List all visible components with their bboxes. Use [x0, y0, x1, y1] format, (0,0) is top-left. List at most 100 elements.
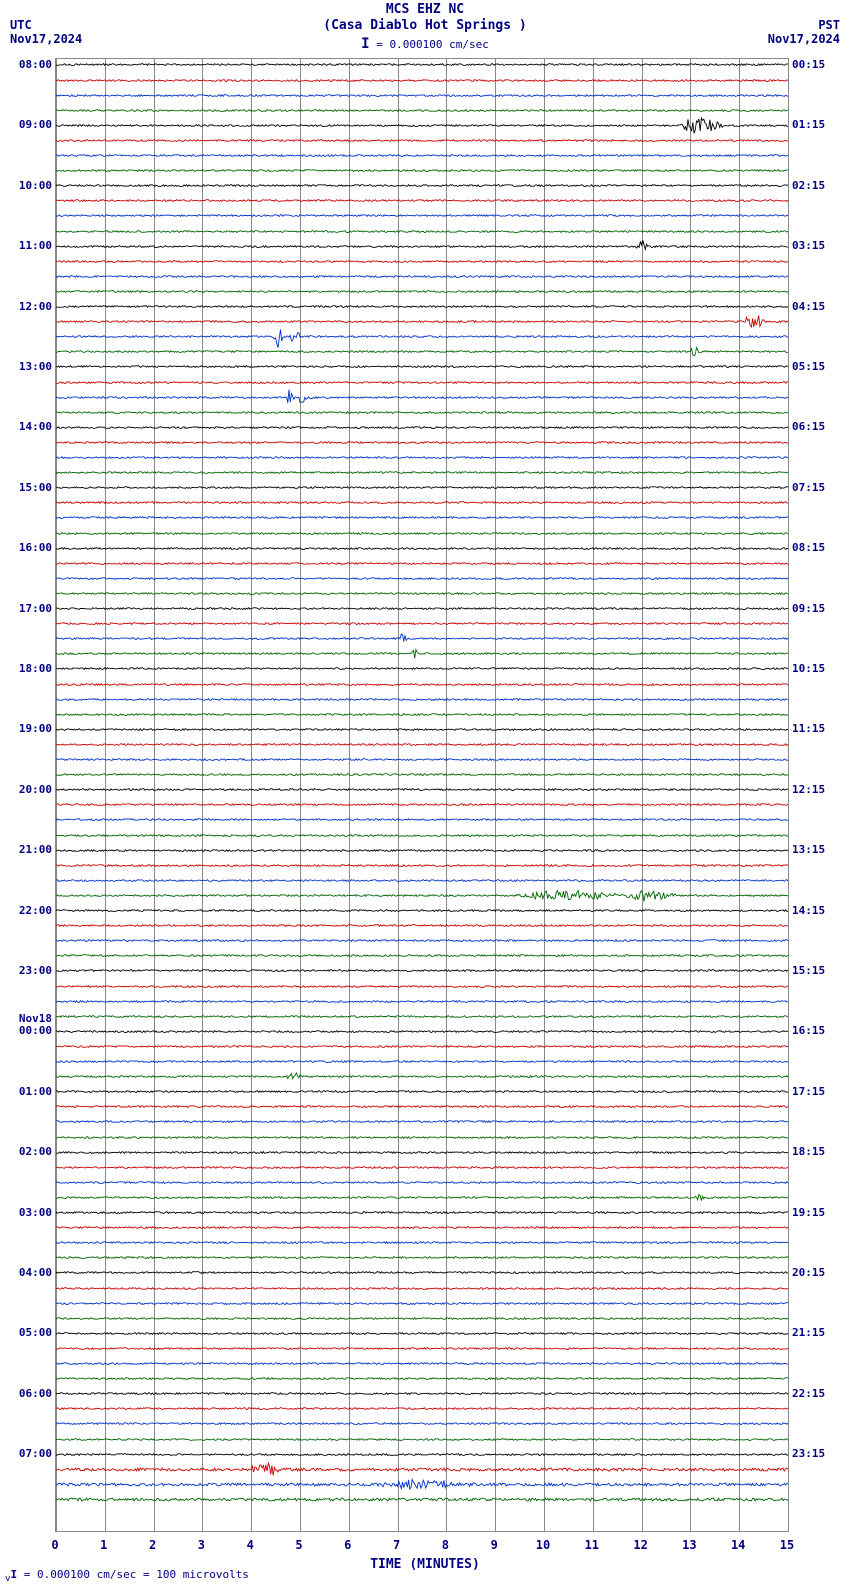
utc-hour-label: 19:00 — [2, 722, 52, 735]
utc-hour-label: 07:00 — [2, 1447, 52, 1460]
right-date: Nov17,2024 — [768, 32, 840, 46]
seismic-trace — [56, 239, 788, 254]
seismic-trace — [56, 1371, 788, 1386]
seismic-trace — [56, 269, 788, 284]
x-tick-label: 3 — [198, 1538, 205, 1552]
pst-hour-label: 01:15 — [792, 118, 842, 131]
gridline — [788, 59, 789, 1531]
seismic-trace — [56, 918, 788, 933]
left-timezone: UTC — [10, 18, 32, 32]
seismic-trace — [56, 933, 788, 948]
seismic-trace — [56, 1099, 788, 1114]
pst-hour-label: 10:15 — [792, 662, 842, 675]
seismic-trace — [56, 103, 788, 118]
seismic-trace — [56, 1265, 788, 1280]
utc-hour-label: 00:00 — [2, 1024, 52, 1037]
seismic-trace — [56, 601, 788, 616]
seismic-trace — [56, 390, 788, 405]
seismic-trace — [56, 1281, 788, 1296]
seismic-trace — [56, 1326, 788, 1341]
utc-hour-label: 12:00 — [2, 300, 52, 313]
pst-hour-label: 04:15 — [792, 300, 842, 313]
seismic-trace — [56, 1024, 788, 1039]
utc-hour-label: 02:00 — [2, 1145, 52, 1158]
seismic-trace — [56, 224, 788, 239]
seismic-trace — [56, 208, 788, 223]
seismic-trace — [56, 344, 788, 359]
seismic-trace — [56, 510, 788, 525]
scale-bar-icon: I — [361, 36, 369, 52]
seismic-trace — [56, 1190, 788, 1205]
seismic-trace — [56, 1009, 788, 1024]
pst-hour-label: 22:15 — [792, 1387, 842, 1400]
utc-hour-label: 01:00 — [2, 1085, 52, 1098]
x-tick-label: 10 — [536, 1538, 550, 1552]
station-subtitle: (Casa Diablo Hot Springs ) — [0, 18, 850, 33]
seismic-trace — [56, 1205, 788, 1220]
utc-hour-label: 18:00 — [2, 662, 52, 675]
pst-hour-label: 16:15 — [792, 1024, 842, 1037]
seismic-trace — [56, 616, 788, 631]
utc-hour-label: 14:00 — [2, 420, 52, 433]
seismic-trace — [56, 556, 788, 571]
utc-hour-label: 13:00 — [2, 360, 52, 373]
seismic-trace — [56, 888, 788, 903]
seismic-trace — [56, 73, 788, 88]
seismic-trace — [56, 1401, 788, 1416]
x-tick-label: 4 — [247, 1538, 254, 1552]
station-title: MCS EHZ NC — [0, 2, 850, 17]
utc-date-marker: Nov18 — [2, 1012, 52, 1025]
seismic-trace — [56, 1447, 788, 1462]
x-tick-label: 5 — [295, 1538, 302, 1552]
utc-hour-label: 05:00 — [2, 1326, 52, 1339]
pst-hour-label: 14:15 — [792, 904, 842, 917]
utc-hour-label: 23:00 — [2, 964, 52, 977]
seismic-trace — [56, 843, 788, 858]
pst-hour-label: 17:15 — [792, 1085, 842, 1098]
seismic-trace — [56, 1341, 788, 1356]
seismic-trace — [56, 526, 788, 541]
x-tick-label: 6 — [344, 1538, 351, 1552]
pst-hour-label: 09:15 — [792, 602, 842, 615]
x-tick-label: 15 — [780, 1538, 794, 1552]
seismic-trace — [56, 314, 788, 329]
pst-hour-label: 00:15 — [792, 58, 842, 71]
scale-text: = 0.000100 cm/sec — [376, 38, 489, 51]
pst-hour-label: 03:15 — [792, 239, 842, 252]
seismic-trace — [56, 782, 788, 797]
utc-hour-label: 08:00 — [2, 58, 52, 71]
seismic-trace — [56, 1145, 788, 1160]
seismic-trace — [56, 1356, 788, 1371]
seismic-trace — [56, 963, 788, 978]
seismic-trace — [56, 1296, 788, 1311]
seismic-trace — [56, 1084, 788, 1099]
pst-hour-label: 19:15 — [792, 1206, 842, 1219]
x-axis: 0123456789101112131415 — [55, 1536, 787, 1556]
seismic-trace — [56, 903, 788, 918]
seismic-trace — [56, 873, 788, 888]
utc-hour-label: 04:00 — [2, 1266, 52, 1279]
utc-hour-label: 11:00 — [2, 239, 52, 252]
x-tick-label: 2 — [149, 1538, 156, 1552]
pst-hour-label: 06:15 — [792, 420, 842, 433]
seismic-trace — [56, 767, 788, 782]
seismic-trace — [56, 797, 788, 812]
seismic-trace — [56, 480, 788, 495]
seismic-trace — [56, 193, 788, 208]
seismic-trace — [56, 450, 788, 465]
footer-scale: vI = 0.000100 cm/sec = 100 microvolts — [5, 1568, 249, 1584]
seismic-trace — [56, 737, 788, 752]
seismic-trace — [56, 163, 788, 178]
seismic-trace — [56, 1175, 788, 1190]
seismic-trace — [56, 858, 788, 873]
seismogram-container: MCS EHZ NC (Casa Diablo Hot Springs ) I … — [0, 0, 850, 1584]
pst-hour-label: 05:15 — [792, 360, 842, 373]
seismic-trace — [56, 1250, 788, 1265]
x-tick-label: 7 — [393, 1538, 400, 1552]
seismic-trace — [56, 1039, 788, 1054]
seismic-trace — [56, 465, 788, 480]
seismic-trace — [56, 284, 788, 299]
x-tick-label: 0 — [51, 1538, 58, 1552]
pst-hour-label: 18:15 — [792, 1145, 842, 1158]
utc-hour-label: 10:00 — [2, 179, 52, 192]
